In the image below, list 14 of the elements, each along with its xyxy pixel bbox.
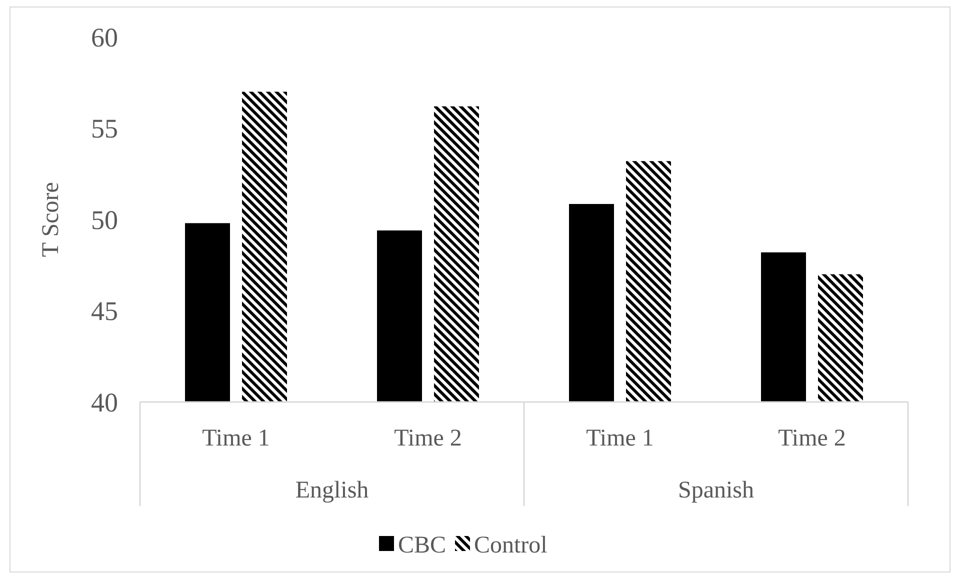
x-tick-label: Time 2: [778, 425, 846, 452]
text: Spanish: [678, 477, 754, 504]
y-tick-label: 60: [91, 22, 118, 52]
y-tick-label: 45: [91, 296, 118, 326]
y-tick-label: 50: [91, 204, 118, 235]
x-tick-label: Time 1: [586, 425, 654, 452]
text: English: [295, 477, 369, 504]
x-tick-label: Time 1: [202, 425, 270, 452]
y-axis-title: T Score: [38, 182, 64, 257]
legend-label: Control: [474, 532, 548, 558]
y-tick-label: 40: [91, 387, 118, 418]
legend-label: CBC: [398, 532, 446, 558]
y-tick-label: 55: [91, 114, 118, 144]
x-tick-label: Time 2: [394, 425, 462, 452]
